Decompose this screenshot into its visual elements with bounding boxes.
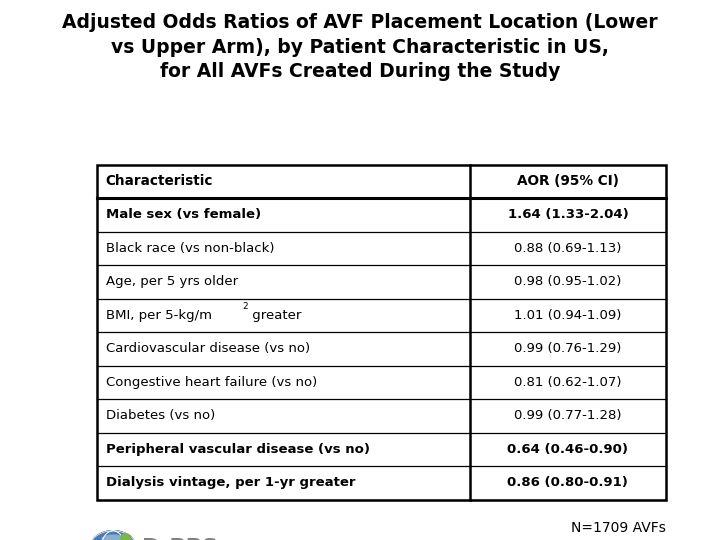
Text: AOR (95% CI): AOR (95% CI) [517, 174, 618, 188]
Text: Adjusted Odds Ratios of AVF Placement Location (Lower
vs Upper Arm), by Patient : Adjusted Odds Ratios of AVF Placement Lo… [62, 14, 658, 81]
Text: BMI, per 5-kg/m: BMI, per 5-kg/m [106, 309, 212, 322]
Text: Congestive heart failure (vs no): Congestive heart failure (vs no) [106, 376, 317, 389]
Circle shape [121, 534, 131, 540]
Text: Cardiovascular disease (vs no): Cardiovascular disease (vs no) [106, 342, 310, 355]
Text: Male sex (vs female): Male sex (vs female) [106, 208, 261, 221]
Text: 1.01 (0.94-1.09): 1.01 (0.94-1.09) [514, 309, 621, 322]
Wedge shape [102, 535, 130, 540]
Text: 0.81 (0.62-1.07): 0.81 (0.62-1.07) [514, 376, 621, 389]
Text: Characteristic: Characteristic [106, 174, 213, 188]
Text: N=1709 AVFs: N=1709 AVFs [571, 521, 666, 535]
Text: Diabetes (vs no): Diabetes (vs no) [106, 409, 215, 422]
Text: 0.99 (0.76-1.29): 0.99 (0.76-1.29) [514, 342, 621, 355]
Text: Peripheral vascular disease (vs no): Peripheral vascular disease (vs no) [106, 443, 370, 456]
Text: D  PPS: D PPS [142, 538, 217, 540]
Text: Dialysis vintage, per 1-yr greater: Dialysis vintage, per 1-yr greater [106, 476, 356, 489]
Circle shape [90, 531, 136, 540]
Wedge shape [109, 531, 136, 540]
Text: Age, per 5 yrs older: Age, per 5 yrs older [106, 275, 238, 288]
Text: 0.99 (0.77-1.28): 0.99 (0.77-1.28) [514, 409, 621, 422]
Text: 0.88 (0.69-1.13): 0.88 (0.69-1.13) [514, 242, 621, 255]
Circle shape [90, 531, 136, 540]
Text: Black race (vs non-black): Black race (vs non-black) [106, 242, 274, 255]
Text: 0.98 (0.95-1.02): 0.98 (0.95-1.02) [514, 275, 621, 288]
Text: greater: greater [248, 309, 302, 322]
Text: 0.64 (0.46-0.90): 0.64 (0.46-0.90) [508, 443, 629, 456]
Text: 1.64 (1.33-2.04): 1.64 (1.33-2.04) [508, 208, 629, 221]
Text: 2: 2 [243, 302, 248, 312]
Text: 0.86 (0.80-0.91): 0.86 (0.80-0.91) [508, 476, 629, 489]
